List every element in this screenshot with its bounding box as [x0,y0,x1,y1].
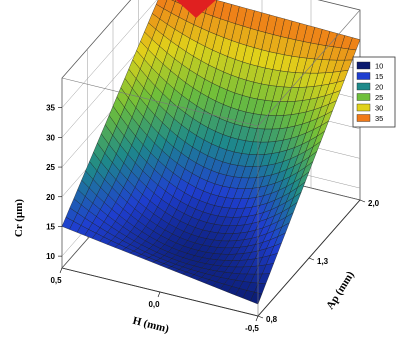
z-tick-label: 20 [46,193,55,202]
y-axis-title: Ap (mm) [324,269,357,312]
y-tick-mark [257,315,264,319]
legend-label: 10 [375,62,383,71]
legend-swatch [356,103,371,112]
y-tick-label: 1,3 [317,257,329,266]
z-tick-label: 30 [46,133,55,142]
z-tick-label: 10 [46,252,55,261]
surface-cell [250,291,263,305]
x-axis-title: H (mm) [131,315,170,336]
z-tick-label: 35 [46,104,55,113]
x-tick-mark [255,315,259,322]
x-tick-mark [157,291,161,298]
y-tick-mark [308,257,315,261]
x-tick-label: -0,5 [245,324,259,333]
legend-swatch [356,82,371,91]
top-edge [257,9,361,127]
x-tick-label: 0,0 [148,300,160,309]
y-tick-label: 2,0 [368,199,380,208]
top-edge [61,77,259,127]
legend-label: 25 [375,93,383,102]
legend-label: 30 [375,104,383,113]
x-tick-label: 0,5 [50,276,62,285]
x-tick-mark [59,267,63,274]
y-tick-label: 0,8 [266,315,278,324]
legend-label: 35 [375,114,383,123]
surface-mesh [61,0,361,305]
legend-swatch [356,72,371,80]
z-axis-title: Cr (µm) [13,199,25,238]
legend-swatch [356,93,371,101]
z-tick-label: 15 [46,222,55,231]
top-marker [176,0,216,18]
y-tick-mark [359,199,366,203]
legend-swatch [356,114,371,122]
z-tick-label: 25 [46,163,55,172]
legend-swatch [356,61,371,70]
legend-label: 15 [375,72,383,81]
legend-label: 20 [375,83,383,92]
